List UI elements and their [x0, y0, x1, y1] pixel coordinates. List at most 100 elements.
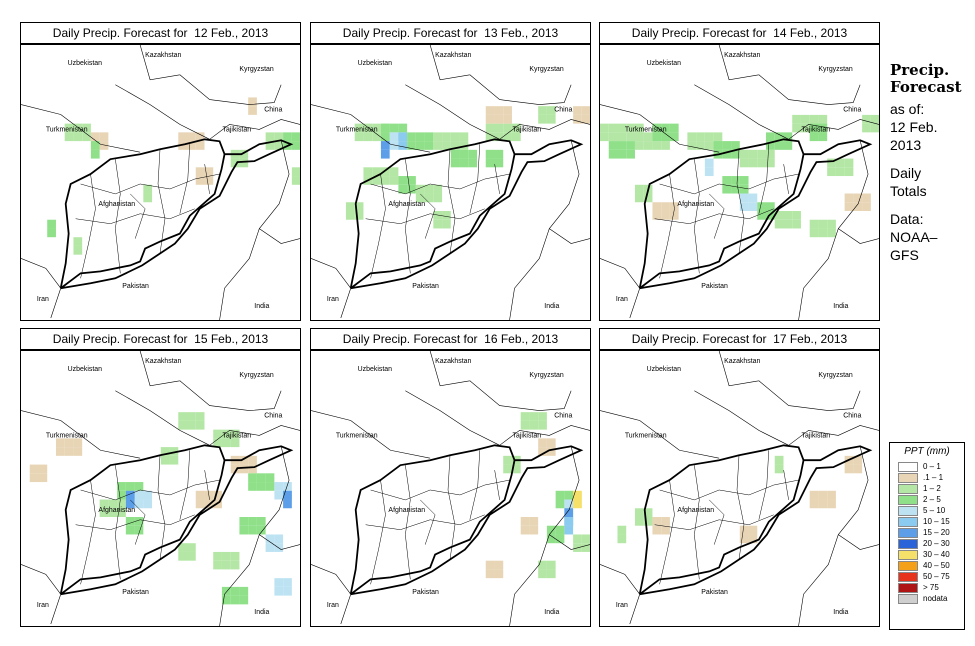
- daily-label: Daily: [890, 165, 922, 181]
- province-border: [659, 173, 799, 195]
- precip-cell: [713, 141, 723, 150]
- province-border: [80, 480, 96, 585]
- country-label: Uzbekistan: [647, 60, 681, 67]
- precip-cell: [564, 499, 574, 509]
- precip-cell: [265, 141, 275, 150]
- precip-cell: [274, 543, 284, 552]
- precip-cell: [248, 473, 257, 483]
- precip-cell: [731, 149, 740, 159]
- country-border: [50, 288, 62, 319]
- precip-cell: [213, 560, 222, 570]
- precip-cell: [187, 551, 196, 561]
- precip-cell: [372, 132, 381, 142]
- precip-cell: [230, 464, 240, 474]
- country-border: [758, 74, 861, 105]
- country-label: Kyrgyzstan: [239, 372, 273, 379]
- precip-cell: [485, 114, 495, 124]
- precip-cell: [494, 114, 504, 124]
- country-label: Tajikistan: [223, 432, 252, 439]
- province-border: [370, 173, 510, 195]
- precip-cell: [494, 158, 504, 168]
- precip-cell: [99, 508, 109, 517]
- legend-label: 5 – 10: [923, 506, 946, 515]
- precip-cell: [221, 595, 231, 605]
- precip-cell: [538, 412, 547, 421]
- precip-cell: [239, 525, 249, 535]
- precip-cell: [187, 543, 196, 552]
- precip-cell: [195, 499, 205, 509]
- totals-label: Totals: [890, 183, 927, 199]
- precip-cell: [230, 551, 240, 561]
- province-border: [420, 499, 436, 545]
- precip-cell: [433, 193, 443, 203]
- precip-cell: [265, 543, 275, 552]
- legend-entry: 15 – 20: [890, 528, 964, 539]
- precip-cell: [73, 245, 83, 255]
- precip-cell: [407, 176, 416, 185]
- precip-cell: [64, 438, 74, 448]
- precip-cell: [634, 123, 644, 133]
- precip-cell: [546, 534, 556, 544]
- precip-cell: [792, 114, 801, 124]
- precip-cell: [274, 141, 284, 150]
- province-border: [365, 208, 485, 224]
- precip-cell: [573, 114, 582, 124]
- precip-cell: [117, 482, 126, 491]
- precip-cell: [433, 210, 443, 220]
- precip-cell: [809, 219, 819, 229]
- legend-swatch: [898, 550, 918, 560]
- precip-cell: [291, 176, 300, 185]
- precip-cell: [230, 429, 240, 439]
- precip-cell: [380, 176, 390, 185]
- precip-cell: [634, 193, 644, 203]
- precip-cell: [73, 237, 83, 246]
- country-border: [549, 228, 590, 244]
- precip-cell: [634, 141, 644, 150]
- precip-cell: [564, 508, 574, 517]
- precip-cell: [398, 141, 408, 150]
- country-label: Turkmenistan: [46, 432, 88, 439]
- precip-cell: [239, 595, 249, 605]
- precip-cell: [827, 490, 836, 500]
- precip-cell: [722, 149, 732, 159]
- precip-cell: [853, 455, 863, 465]
- precip-cell: [862, 114, 871, 124]
- country-label: Iran: [616, 296, 628, 303]
- province-border: [130, 499, 146, 545]
- country-border: [600, 410, 720, 459]
- province-border: [659, 479, 799, 501]
- precip-cell: [617, 534, 627, 544]
- precip-cell: [503, 106, 512, 115]
- country-label: Iran: [37, 602, 49, 609]
- precip-cell: [354, 123, 364, 133]
- legend-label: .1 – 1: [923, 473, 944, 482]
- precip-cell: [415, 193, 425, 203]
- precip-cell: [55, 438, 65, 448]
- country-border: [21, 258, 61, 289]
- precip-cell: [372, 167, 381, 177]
- precip-cell: [617, 123, 627, 133]
- precip-cell: [652, 132, 662, 142]
- precip-cell: [213, 438, 222, 448]
- precip-cell: [248, 482, 257, 491]
- precip-cell: [468, 158, 478, 168]
- legend-swatch: [898, 517, 918, 527]
- precip-cell: [792, 210, 801, 220]
- legend-swatch: [898, 583, 918, 593]
- precip-cell: [178, 551, 188, 561]
- legend-label: 15 – 20: [923, 528, 950, 537]
- precip-cell: [256, 473, 266, 483]
- precip-cell: [442, 132, 451, 142]
- province-border: [447, 149, 456, 254]
- precip-cell: [783, 132, 793, 142]
- precip-cell: [835, 158, 845, 168]
- country-border: [509, 140, 580, 320]
- precip-cell: [704, 141, 714, 150]
- precip-cell: [265, 473, 275, 483]
- precip-cell: [64, 132, 74, 142]
- data-source-line-1: NOAA–: [890, 229, 938, 245]
- precip-cell: [809, 123, 819, 133]
- precip-cell: [108, 499, 118, 509]
- country-border: [259, 534, 300, 550]
- precip-cell: [29, 473, 39, 483]
